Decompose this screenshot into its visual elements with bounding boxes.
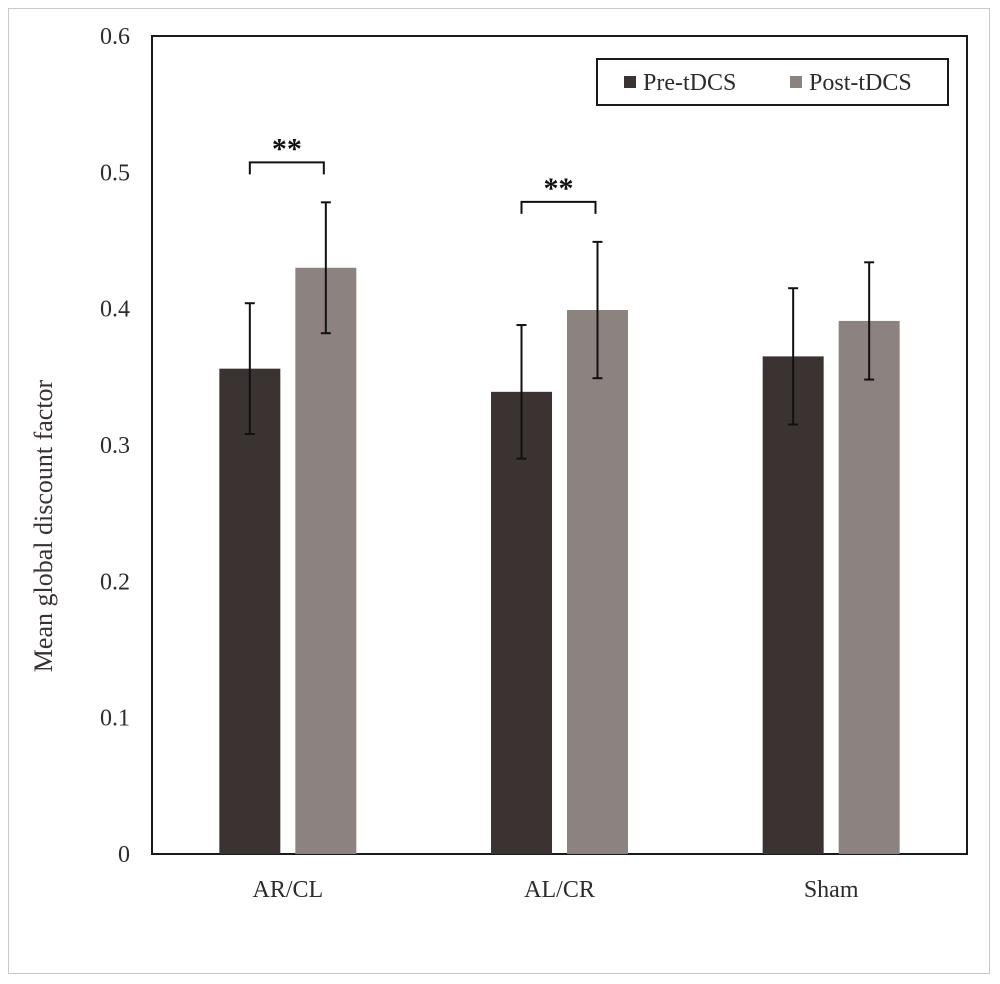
y-tick-labels: 0 0.1 0.2 0.3 0.4 0.5 0.6 [100, 24, 130, 868]
bars [219, 267, 900, 855]
category-label: AL/CR [524, 877, 595, 903]
y-tick-label: 0 [118, 842, 130, 868]
category-label: AR/CL [252, 877, 323, 903]
error-bar [788, 287, 799, 426]
bar-post-0 [295, 267, 357, 854]
significance-markers: ** ** [248, 132, 597, 214]
y-tick-label: 0.5 [100, 160, 130, 186]
error-bar [320, 201, 331, 335]
plot-area-border [151, 35, 968, 855]
legend: Pre-tDCS Post-tDCS [596, 58, 949, 106]
significance-label: ** [272, 132, 302, 165]
significance-bracket: ** [248, 132, 325, 175]
legend-swatch-pre [624, 76, 636, 88]
legend-swatch-post [790, 76, 802, 88]
legend-label-post: Post-tDCS [809, 70, 912, 96]
category-label: Sham [804, 877, 859, 903]
error-bar [592, 240, 603, 380]
y-axis-title: Mean global discount factor [29, 379, 58, 672]
error-bar [864, 261, 875, 381]
legend-label-pre: Pre-tDCS [643, 70, 736, 96]
y-tick-label: 0.1 [100, 706, 130, 732]
bar-pre-1 [491, 391, 552, 854]
y-tick-label: 0.3 [100, 433, 130, 459]
bar-post-2 [838, 320, 900, 855]
y-tick-label: 0.4 [100, 297, 130, 323]
error-bar [516, 324, 527, 460]
bar-pre-2 [762, 356, 824, 854]
significance-bracket: ** [520, 172, 597, 214]
significance-label: ** [544, 172, 574, 205]
y-tick-label: 0.2 [100, 569, 130, 595]
error-bar [244, 302, 255, 436]
bar-post-1 [567, 310, 628, 854]
y-tick-label: 0.6 [100, 24, 130, 50]
legend-box [596, 58, 949, 106]
error-bars [244, 201, 875, 460]
category-labels: AR/CL AL/CR Sham [252, 877, 858, 903]
bar-pre-0 [219, 368, 281, 854]
